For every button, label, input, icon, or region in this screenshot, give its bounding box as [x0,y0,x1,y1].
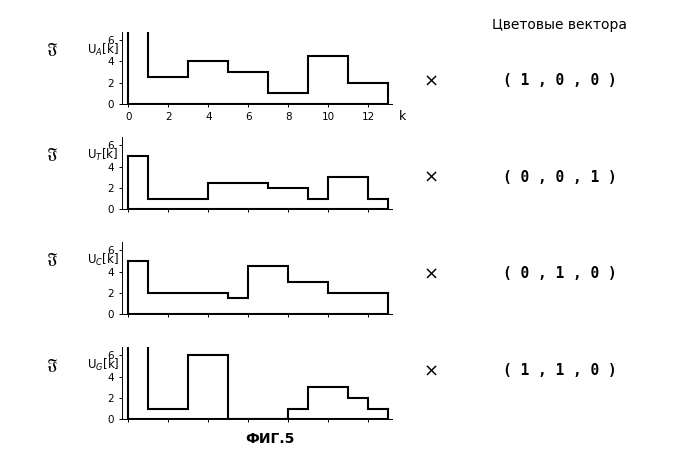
Text: ФИГ.5: ФИГ.5 [245,433,294,446]
Text: U$_{A}$[k]: U$_{A}$[k] [88,41,119,58]
Text: ( 0 , 0 , 1 ): ( 0 , 0 , 1 ) [503,170,617,184]
Text: $\mathfrak{J}$: $\mathfrak{J}$ [46,252,58,268]
Text: $\mathfrak{J}$: $\mathfrak{J}$ [46,146,58,163]
Text: U$_{T}$[k]: U$_{T}$[k] [88,147,118,163]
Text: ( 1 , 1 , 0 ): ( 1 , 1 , 0 ) [503,364,617,378]
X-axis label: k: k [399,110,407,123]
Text: ( 1 , 0 , 0 ): ( 1 , 0 , 0 ) [503,73,617,87]
Text: Цветовые вектора: Цветовые вектора [493,18,627,32]
Text: U$_{C}$[k]: U$_{C}$[k] [88,252,119,268]
Text: ( 0 , 1 , 0 ): ( 0 , 1 , 0 ) [503,267,617,281]
Text: $\mathfrak{J}$: $\mathfrak{J}$ [46,41,58,58]
Text: U$_{G}$[k]: U$_{G}$[k] [88,357,120,373]
Text: $\times$: $\times$ [424,71,438,89]
Text: $\times$: $\times$ [424,168,438,186]
Text: $\mathfrak{J}$: $\mathfrak{J}$ [46,357,58,373]
Text: $\times$: $\times$ [424,265,438,283]
Text: $\times$: $\times$ [424,362,438,380]
